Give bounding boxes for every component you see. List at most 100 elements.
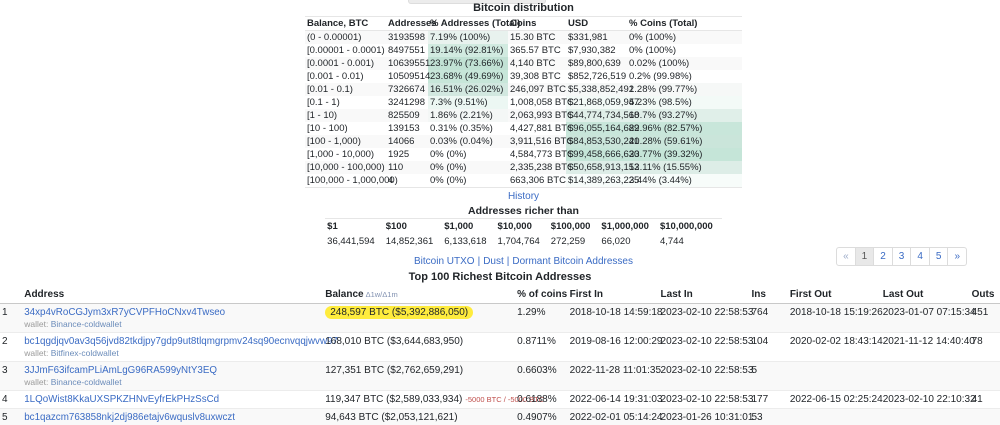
wallet-link[interactable]: Binance-coldwallet — [50, 319, 122, 329]
usd-cell: $21,868,059,947 — [566, 96, 640, 109]
wallet-link[interactable]: Bitfinex-coldwallet — [50, 348, 119, 358]
pct-coins-cell: 0% (100%) — [629, 45, 676, 56]
rank-cell: 2 — [2, 336, 8, 347]
pct-addresses-cell: 0% (0%) — [428, 174, 508, 188]
first-out-cell: 2022-06-15 02:25:24 — [789, 394, 883, 405]
balance-range-cell: [10 - 100) — [307, 123, 348, 134]
bitcoin-utxo-link[interactable]: Bitcoin UTXO — [414, 256, 475, 267]
pct-addresses-cell: 1.86% (2.21%) — [428, 109, 508, 122]
last-out-cell: 2021-11-12 14:40:40 — [882, 336, 975, 347]
related-links: Bitcoin UTXO | Dust | Dormant Bitcoin Addres… — [305, 256, 742, 267]
address-link[interactable]: 34xp4vRoCGJym3xR7yCVPFHoCNxv4Twseo — [24, 307, 226, 318]
pct-coins-cell: 22.96% (82.57%) — [627, 122, 742, 135]
threshold-count-cell: 272,259 — [550, 236, 586, 247]
distribution-header-row: Balance, BTC Addresses% Addresses (Total)… — [305, 16, 742, 31]
distribution-row: [10 - 100) 139153 0.31% (0.35%) 4,427,881 B… — [305, 122, 742, 135]
balance-text: 119,347 BTC ($2,589,033,934) — [325, 394, 463, 405]
rich-list-row: 2 bc1qgdjqv0av3q56jvd82tkdjpy7gdp9ut8tlqm… — [0, 332, 1000, 362]
rank-cell: 4 — [2, 394, 8, 405]
addresses-count-cell: 7326674 — [388, 84, 425, 95]
address-link[interactable]: bc1qgdjqv0av3q56jvd82tkdjpy7gdp9ut8tlqmg… — [24, 336, 338, 347]
threshold-count-cell: 14,852,361 — [385, 236, 434, 247]
usd-cell: $44,774,734,568 — [566, 109, 640, 122]
distribution-row: [0.1 - 1) 3241298 7.3% (9.51%) 1,008,058 BT… — [305, 96, 742, 109]
coins-cell: 663,306 BTC — [508, 174, 566, 188]
pct-of-coins-cell: 0.6603% — [517, 365, 557, 376]
balance-cell: 248,597 BTC ($5,392,886,050) — [323, 304, 515, 333]
pct-addresses-cell: 23.68% (49.69%) — [428, 70, 508, 83]
rank-cell: 1 — [2, 307, 8, 318]
usd-cell: $852,726,519 — [568, 71, 627, 82]
pct-addresses-cell: 7.19% (100%) — [428, 30, 508, 44]
outs-cell: 78 — [971, 336, 983, 347]
threshold-header: $10,000 — [495, 218, 549, 234]
pagination-button[interactable]: 5 — [928, 247, 949, 266]
column-header: Last In — [658, 286, 750, 304]
threshold-header: $100,000 — [548, 218, 600, 234]
distribution-row: [0.0001 - 0.001) 10639551 23.97% (73.66%) 4… — [305, 57, 742, 70]
top100-section: Top 100 Richest Bitcoin Addresses Addres… — [0, 271, 1000, 425]
last-in-cell: 2023-02-10 22:58:53 — [660, 365, 754, 376]
threshold-count-cell: 4,744 — [659, 236, 684, 247]
richer-than-values-row: 36,441,594 14,852,361 6,133,618 1,704,764 27… — [325, 234, 722, 249]
column-header: First Out — [787, 286, 881, 304]
balance-cell: 127,351 BTC ($2,762,659,291) — [323, 362, 515, 391]
last-out-cell: 2023-01-07 07:15:34 — [882, 307, 976, 318]
cropped-toolbar-edge — [408, 0, 546, 4]
address-link[interactable]: 1LQoWist8KkaUXSPKZHNvEyfrEkPHzSsCd — [24, 394, 220, 405]
wallet-line: wallet: Bitfinex-coldwallet — [24, 348, 321, 358]
pct-addresses-cell: 16.51% (26.02%) — [428, 83, 508, 96]
balance-sort-links[interactable]: Δ1w/Δ1m — [365, 290, 398, 299]
addresses-count-cell: 10509514 — [388, 71, 431, 82]
threshold-count-cell: 36,441,594 — [327, 236, 375, 247]
first-in-cell: 2022-06-14 19:31:03 — [569, 394, 663, 405]
balance-range-cell: [0.001 - 0.01) — [307, 71, 364, 82]
first-in-cell: 2019-08-16 12:00:29 — [569, 336, 663, 347]
column-header: Last Out — [880, 286, 970, 304]
address-link[interactable]: 3JJmF63ifcamPLiAmLgG96RA599yNtY3EQ — [24, 365, 217, 376]
address-link[interactable]: bc1qazcm763858nkj2dj986etajv6wquslv8uxwc… — [24, 412, 235, 423]
usd-cell: $7,930,382 — [568, 45, 616, 56]
first-out-cell — [788, 362, 881, 391]
wallet-prefix: wallet: — [24, 377, 51, 387]
first-out-cell: 2020-02-02 18:43:14 — [789, 336, 883, 347]
threshold-header: $1,000,000 — [599, 218, 658, 234]
coins-cell: 15.30 BTC — [510, 32, 556, 43]
last-in-cell: 2023-02-10 22:58:53 — [660, 336, 754, 347]
dust-link[interactable]: Dust — [483, 256, 504, 267]
pagination-button[interactable]: « — [836, 247, 856, 266]
first-in-cell: 2022-02-01 05:14:24 — [569, 412, 663, 423]
pct-of-coins-cell: 0.6188% — [517, 394, 557, 405]
rich-list-row: 1 34xp4vRoCGJym3xR7yCVPFHoCNxv4Twseo walle… — [0, 303, 1000, 333]
threshold-count-cell: 1,704,764 — [497, 236, 540, 247]
pagination-button[interactable]: » — [947, 247, 967, 266]
threshold-header: $1,000 — [442, 218, 496, 234]
coins-cell: 3,911,516 BTC — [510, 136, 574, 147]
distribution-row: [100 - 1,000) 14066 0.03% (0.04%) 3,911,516… — [305, 135, 742, 148]
ins-cell: 764 — [751, 307, 769, 318]
outs-cell: 41 — [971, 394, 983, 405]
usd-cell: $84,853,530,241 — [566, 135, 640, 148]
pct-coins-cell: 23.77% (39.32%) — [627, 148, 742, 161]
pct-coins-cell: 0.2% (99.98%) — [629, 71, 692, 82]
addresses-count-cell: 8497551 — [388, 45, 425, 56]
dormant-addresses-link[interactable]: Dormant Bitcoin Addresses — [512, 256, 633, 267]
rank-column-header — [0, 286, 23, 304]
balance-highlight: 248,597 BTC ($5,392,886,050) — [325, 306, 474, 319]
first-out-cell — [788, 409, 881, 425]
pagination-button[interactable]: 3 — [891, 247, 912, 266]
balance-range-cell: [0.0001 - 0.001) — [307, 58, 375, 69]
balance-range-cell: [0.00001 - 0.0001) — [307, 45, 385, 56]
wallet-line: wallet: Binance-coldwallet — [24, 377, 321, 387]
pct-coins-cell: 1.28% (99.77%) — [629, 84, 698, 95]
pagination-button[interactable]: 1 — [854, 247, 875, 266]
pagination-button[interactable]: 4 — [910, 247, 930, 266]
column-header: % Addresses (Total) — [428, 16, 521, 31]
pagination-button[interactable]: 2 — [873, 247, 893, 266]
distribution-row: [100,000 - 1,000,000) 4 0% (0%) 663,306 BTC… — [305, 174, 742, 188]
wallet-prefix: wallet: — [24, 348, 51, 358]
history-link[interactable]: History — [507, 191, 540, 202]
wallet-link[interactable]: Binance-coldwallet — [50, 377, 122, 387]
distribution-row: [10,000 - 100,000) 110 0% (0%) 2,335,238 BT… — [305, 161, 742, 174]
